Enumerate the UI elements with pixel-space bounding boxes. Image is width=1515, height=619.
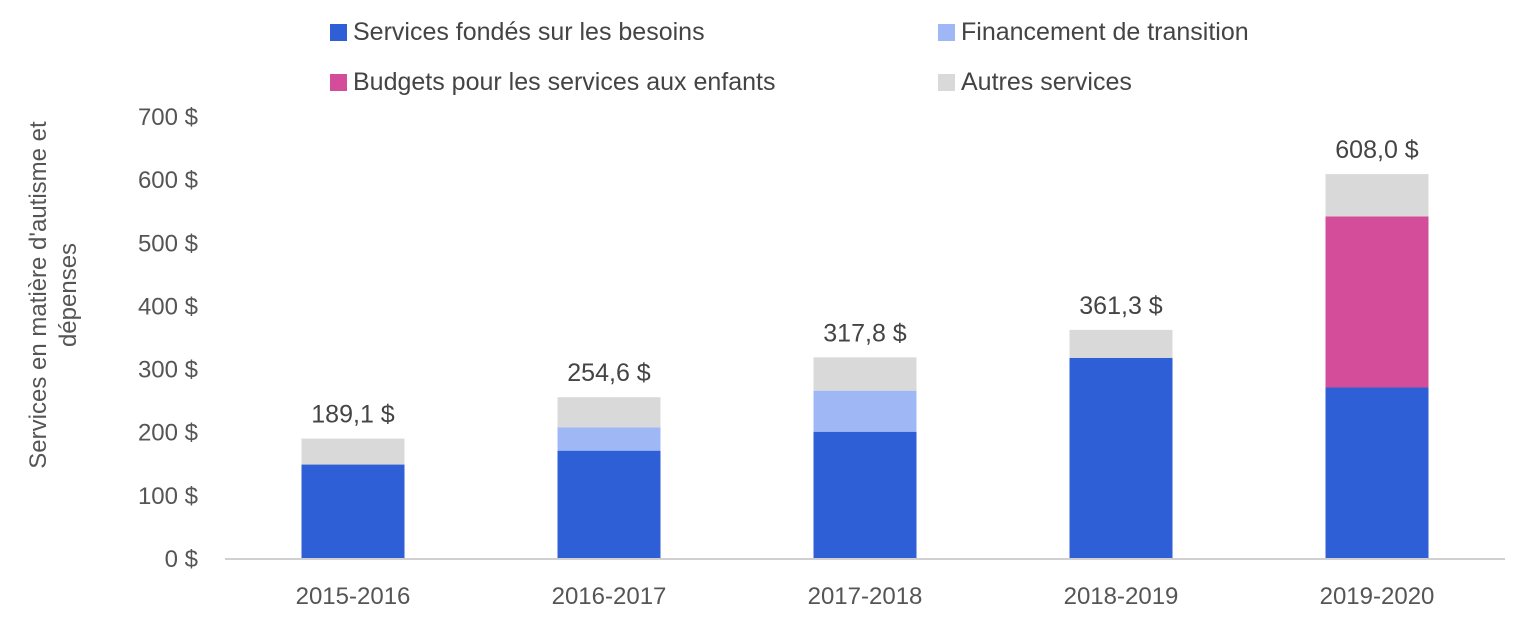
y-tick-labels: 0 $ 100 $ 200 $ 300 $ 400 $ 500 $ 600 $ 700 $: [138, 104, 198, 573]
y-tick-label: 500 $: [138, 230, 198, 257]
bars: [301, 174, 1429, 558]
legend-swatch: [938, 74, 955, 91]
y-axis-title-text: Services en matière d'autisme et dépenses: [25, 121, 82, 469]
legend-label: Financement de transition: [961, 18, 1249, 46]
legend-item-services-fondes: Services fondés sur les besoins: [330, 18, 705, 47]
bar-segment: [557, 450, 661, 558]
bar-segment: [557, 427, 661, 451]
legend-label: Services fondés sur les besoins: [353, 18, 705, 46]
chart-legend: Services fondés sur les besoins Financem…: [330, 14, 1290, 104]
legend-item-budgets-enfants: Budgets pour les services aux enfants: [330, 68, 775, 97]
bar-segment: [1325, 174, 1429, 217]
x-tick-labels: 2015-2016 2016-2017 2017-2018 2018-2019 2019…: [296, 583, 1435, 610]
legend-swatch: [330, 74, 347, 91]
y-axis-title: Services en matière d'autisme et dépenses: [25, 121, 82, 469]
bar-segment: [1325, 216, 1429, 388]
total-label: 608,0 $: [1335, 136, 1419, 164]
total-label: 254,6 $: [567, 359, 651, 387]
legend-label: Budgets pour les services aux enfants: [353, 68, 776, 96]
legend-item-financement-transition: Financement de transition: [938, 18, 1249, 47]
x-tick-label: 2018-2019: [1064, 583, 1179, 610]
bar-segment: [301, 438, 405, 465]
y-tick-label: 100 $: [138, 483, 198, 510]
y-tick-label: 400 $: [138, 293, 198, 320]
total-label: 189,1 $: [311, 401, 395, 429]
y-tick-label: 200 $: [138, 420, 198, 447]
x-tick-label: 2017-2018: [808, 583, 923, 610]
bar-segment: [813, 431, 917, 558]
bar-segment: [301, 464, 405, 558]
y-tick-label: 700 $: [138, 104, 198, 131]
x-tick-label: 2015-2016: [296, 583, 411, 610]
x-tick-label: 2019-2020: [1320, 583, 1435, 610]
legend-swatch: [330, 24, 347, 41]
y-tick-label: 300 $: [138, 357, 198, 384]
total-labels: 189,1 $ 254,6 $ 317,8 $ 361,3 $ 608,0 $: [311, 136, 1419, 429]
total-label: 361,3 $: [1079, 292, 1163, 320]
bar-segment: [1325, 387, 1429, 558]
legend-label: Autres services: [961, 68, 1132, 96]
bar-segment: [557, 397, 661, 428]
legend-swatch: [938, 24, 955, 41]
total-label: 317,8 $: [823, 319, 907, 347]
y-tick-label: 600 $: [138, 167, 198, 194]
bar-segment: [813, 390, 917, 432]
bar-segment: [813, 357, 917, 391]
bar-segment: [1069, 329, 1173, 358]
legend-item-autres-services: Autres services: [938, 68, 1132, 97]
bar-segment: [1069, 357, 1173, 558]
x-tick-label: 2016-2017: [552, 583, 667, 610]
y-tick-label: 0 $: [165, 546, 198, 573]
